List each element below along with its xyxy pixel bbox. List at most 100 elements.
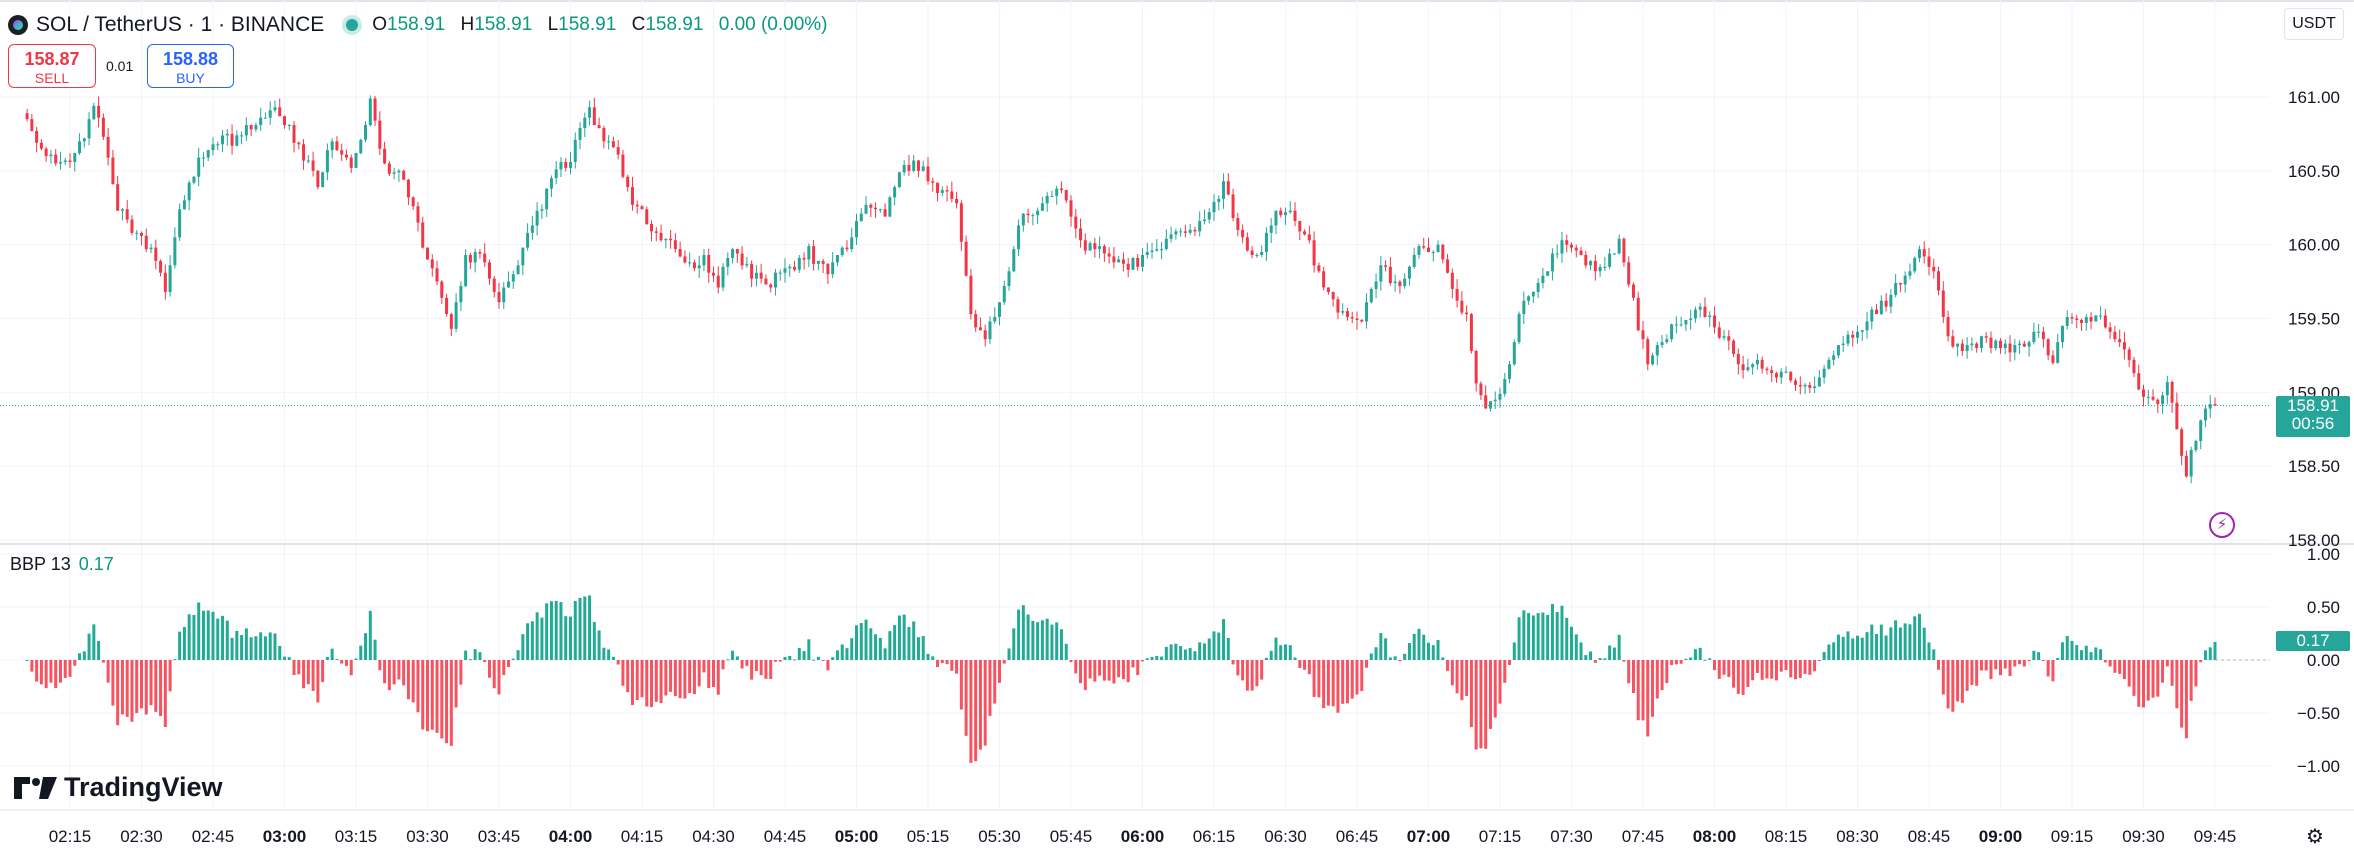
candle-body xyxy=(1317,265,1321,272)
candle-body xyxy=(821,260,825,264)
candle-body xyxy=(2065,317,2069,326)
time-axis-label: 02:30 xyxy=(120,827,163,846)
candle-body xyxy=(1937,271,1941,291)
lightning-icon[interactable]: ⚡ xyxy=(2209,512,2235,538)
histogram-bar xyxy=(1898,627,1902,660)
histogram-bar xyxy=(1689,657,1693,660)
histogram-bar xyxy=(1083,660,1087,691)
candle-body xyxy=(1102,246,1106,254)
candle-body xyxy=(1336,299,1340,313)
candle-body xyxy=(411,197,415,207)
indicator-value: 0.17 xyxy=(78,554,114,574)
candle-body xyxy=(2022,343,2026,347)
candle-body xyxy=(1979,336,1983,349)
histogram-bar xyxy=(1417,628,1421,660)
histogram-bar xyxy=(1894,620,1898,660)
histogram-bar xyxy=(2041,660,2045,661)
histogram-bar xyxy=(416,660,420,713)
candle-body xyxy=(211,144,215,151)
histogram-bar xyxy=(1202,643,1206,660)
histogram-bar xyxy=(1141,660,1144,662)
candle-body xyxy=(68,160,72,162)
candle-body xyxy=(773,272,777,288)
histogram-bar xyxy=(812,659,816,661)
symbol-title[interactable]: SOL / TetherUS · 1 · BINANCE xyxy=(36,13,325,36)
histogram-bar xyxy=(740,660,744,669)
candle-body xyxy=(2075,318,2079,320)
candle-body xyxy=(2046,339,2050,356)
candle-body xyxy=(907,164,911,171)
histogram-bar xyxy=(259,632,263,660)
candle-body xyxy=(316,170,320,188)
histogram-bar xyxy=(754,660,758,671)
candle-body xyxy=(1851,334,1855,338)
histogram-bar xyxy=(1126,660,1130,683)
histogram-bar xyxy=(44,660,48,689)
candle-body xyxy=(1555,253,1559,255)
candle-body xyxy=(1817,377,1821,387)
histogram-bar xyxy=(516,650,520,660)
indicator-legend[interactable]: BBP 13 0.17 xyxy=(10,554,114,575)
candle-body xyxy=(1517,314,1521,343)
candle-body xyxy=(163,272,167,292)
candle-body xyxy=(931,181,935,183)
histogram-bar xyxy=(816,656,820,660)
candle-body xyxy=(964,241,968,276)
histogram-bar xyxy=(492,660,496,689)
candle-body xyxy=(368,98,372,126)
candle-body xyxy=(1388,266,1392,284)
candle-body xyxy=(402,170,406,180)
candle-body xyxy=(1355,318,1359,320)
currency-selector[interactable]: USDT xyxy=(2284,8,2344,40)
candle-body xyxy=(559,161,563,170)
buy-button[interactable]: 158.88 BUY xyxy=(147,44,234,88)
ohlc-values: O158.91 H158.91 L158.91 C158.91 0.00 (0.… xyxy=(372,14,828,35)
gear-icon[interactable]: ⚙ xyxy=(2306,826,2324,848)
candle-body xyxy=(621,154,625,177)
candle-body xyxy=(831,262,835,275)
candle-body xyxy=(397,170,401,173)
histogram-bar xyxy=(1055,622,1059,660)
candle-body xyxy=(2199,420,2203,442)
candle-body xyxy=(1474,350,1478,384)
candle-body xyxy=(321,172,325,188)
candle-body xyxy=(492,278,496,292)
time-axis-label: 09:30 xyxy=(2122,827,2165,846)
candle-body xyxy=(1689,318,1693,320)
candle-body xyxy=(1379,265,1383,282)
candle-body xyxy=(788,266,792,269)
candle-body xyxy=(468,255,472,263)
candle-body xyxy=(1741,364,1745,371)
candle-body xyxy=(521,247,525,266)
sell-button[interactable]: 158.87 SELL xyxy=(8,44,96,88)
candle-body xyxy=(2003,343,2007,349)
candle-body xyxy=(1074,216,1078,229)
histogram-bar xyxy=(1465,660,1469,696)
tradingview-logo[interactable]: TradingView xyxy=(14,772,223,803)
tradingview-logo-icon xyxy=(14,776,57,799)
candle-body xyxy=(1660,342,1664,346)
candle-body xyxy=(306,160,310,162)
candle-body xyxy=(878,209,882,211)
candle-body xyxy=(883,209,887,217)
histogram-bar xyxy=(1922,627,1926,660)
histogram-bar xyxy=(1527,613,1531,660)
histogram-bar xyxy=(187,614,191,660)
candle-body xyxy=(130,219,134,233)
histogram-bar xyxy=(549,601,553,660)
histogram-bar xyxy=(1012,628,1016,660)
histogram-bar xyxy=(1932,649,1936,660)
candle-body xyxy=(101,117,105,137)
candle-body xyxy=(1384,265,1388,267)
candle-body xyxy=(435,268,439,282)
candle-body xyxy=(1774,373,1778,378)
histogram-bar xyxy=(1274,637,1278,660)
candle-body xyxy=(278,107,282,117)
histogram-bar xyxy=(302,660,306,689)
histogram-bar xyxy=(573,601,577,660)
histogram-bar xyxy=(931,656,935,660)
candle-body xyxy=(626,176,630,188)
histogram-bar xyxy=(1817,660,1821,661)
candle-body xyxy=(716,275,720,288)
